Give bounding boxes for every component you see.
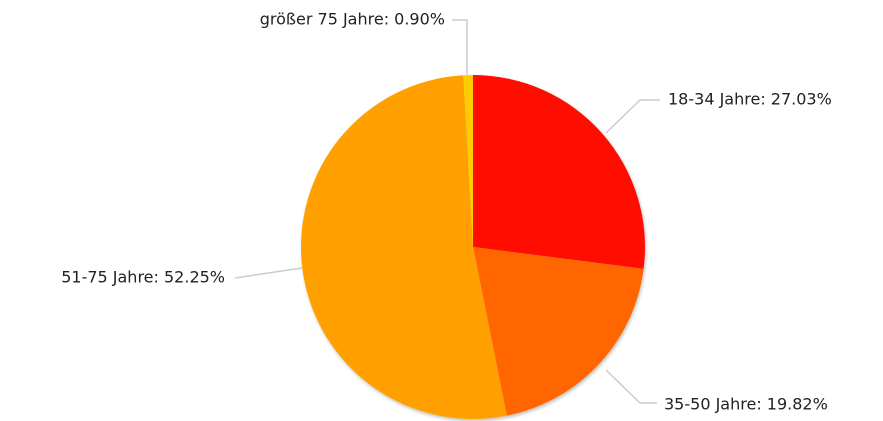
data-label: 18-34 Jahre: 27.03% xyxy=(668,90,832,109)
data-label: größer 75 Jahre: 0.90% xyxy=(260,10,445,29)
pie-slice xyxy=(473,75,645,269)
leader-line xyxy=(605,369,657,404)
leader-line xyxy=(234,267,303,279)
data-label: 35-50 Jahre: 19.82% xyxy=(664,395,828,414)
pie-slice xyxy=(463,75,473,247)
pie-slice xyxy=(473,247,644,416)
leader-line xyxy=(452,19,468,75)
pie-slice xyxy=(301,75,507,419)
leader-line xyxy=(605,99,660,134)
data-label: 51-75 Jahre: 52.25% xyxy=(61,268,225,287)
pie xyxy=(301,75,645,419)
